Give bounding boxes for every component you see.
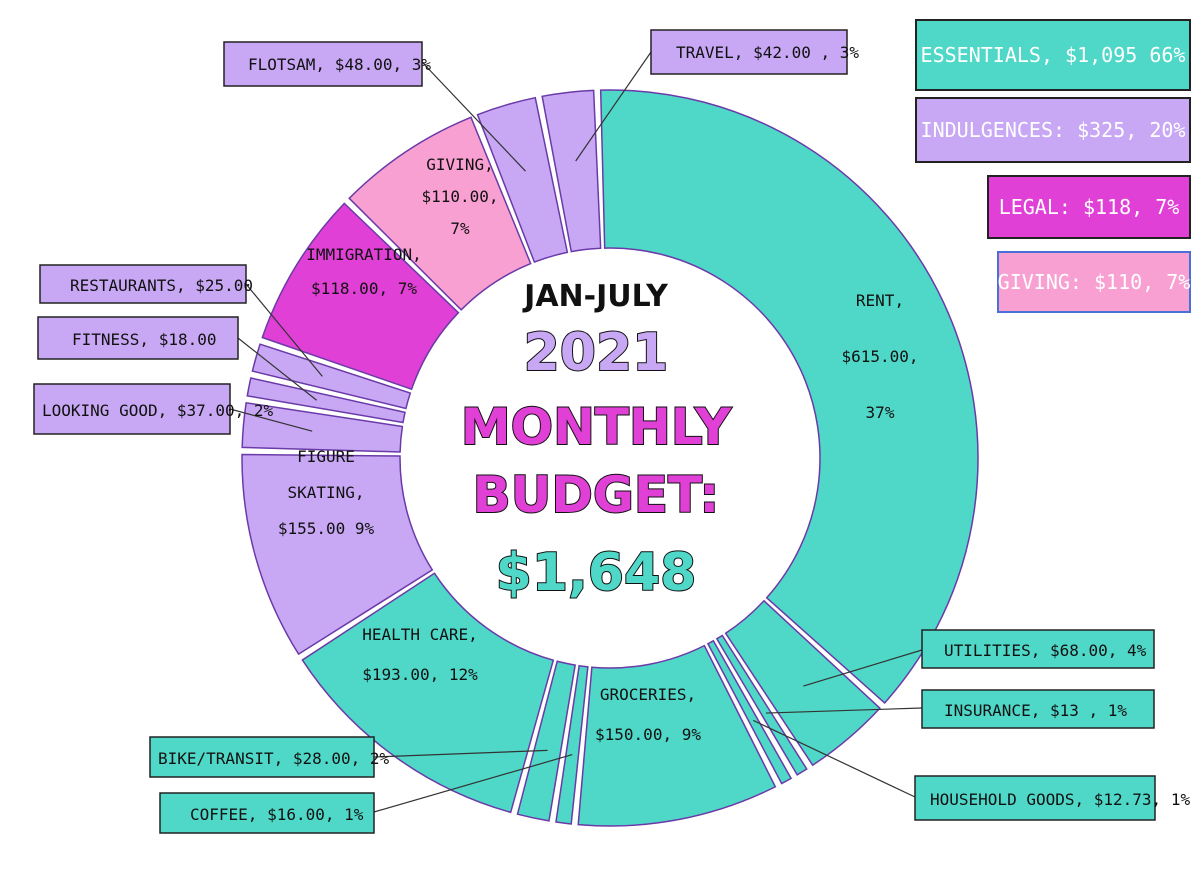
leader-line-utilities (803, 649, 923, 687)
inner-label-immigration: IMMIGRATION, $118.00, 7% (306, 245, 422, 298)
callout-label-travel: TRAVEL, $42.00 , 3% (676, 43, 859, 62)
inner-label-line: IMMIGRATION, (306, 245, 422, 264)
callout-box-coffee (159, 792, 375, 834)
callout-labels: UTILITIES, $68.00, 4% INSURANCE, $13 , 1%… (33, 29, 1190, 834)
center-title: JAN-JULY 2021 MONTHLY BUDGET: $1,648 (460, 279, 733, 604)
inner-label-line: HEALTH CARE, (362, 625, 478, 644)
slice-coffee (555, 664, 589, 825)
leader-lines (229, 51, 923, 813)
slice-restaurants (251, 343, 412, 410)
inner-label-health-care: HEALTH CARE, $193.00, 12% (362, 625, 478, 684)
callout-box-insurance (921, 689, 1155, 729)
inner-slice-labels: RENT, $615.00, 37% GROCERIES, $150.00, 9% HEA… (278, 155, 919, 744)
slice-looking-good (241, 401, 404, 453)
center-line-3: MONTHLY (461, 398, 732, 456)
callout-label-restaurants: RESTAURANTS, $25.00 (70, 276, 253, 295)
callout-box-travel (650, 29, 848, 75)
slice-travel (541, 89, 602, 253)
inner-label-line: FIGURE (297, 447, 355, 466)
leader-line-household-goods (753, 719, 916, 798)
donut-slices (241, 89, 979, 827)
summary-legend: ESSENTIALS, $1,095 66% INDULGENCES: $325,… (915, 19, 1191, 313)
slice-figure-skating (241, 453, 434, 656)
slice-household-goods (706, 639, 793, 785)
inner-label-line: $155.00 9% (278, 519, 375, 538)
inner-label-line: $193.00, 12% (362, 665, 478, 684)
inner-label-line: $110.00, (421, 187, 498, 206)
center-line-5: $1,648 (496, 543, 697, 603)
callout-label-bike-transit: BIKE/TRANSIT, $28.00, 2% (158, 749, 390, 768)
center-line-4: BUDGET: (473, 466, 720, 524)
slice-immigration (261, 202, 460, 391)
callout-label-coffee: COFFEE, $16.00, 1% (190, 805, 364, 824)
summary-box-indulgences (915, 97, 1191, 163)
summary-box-giving (997, 251, 1191, 313)
callout-box-fitness (37, 316, 239, 360)
summary-label-essentials: ESSENTIALS, $1,095 66% (921, 43, 1186, 67)
summary-box-legal (987, 175, 1191, 239)
inner-label-figure-skating: FIGURE SKATING, $155.00 9% (278, 447, 375, 538)
inner-label-line: GROCERIES, (600, 685, 696, 704)
callout-box-bike-transit (149, 736, 375, 778)
inner-label-groceries: GROCERIES, $150.00, 9% (595, 685, 701, 744)
inner-label-line: SKATING, (287, 483, 364, 502)
callout-label-insurance: INSURANCE, $13 , 1% (944, 701, 1127, 720)
center-line-1: JAN-JULY (522, 279, 669, 314)
slice-flotsam (476, 96, 569, 264)
slice-insurance (715, 634, 808, 776)
callout-box-flotsam (223, 41, 423, 87)
leader-line-coffee (373, 754, 573, 813)
callout-box-restaurants (39, 264, 247, 304)
leader-line-bike-transit (373, 749, 548, 758)
inner-label-giving: GIVING, $110.00, 7% (421, 155, 498, 238)
callout-label-fitness: FITNESS, $18.00 (72, 330, 217, 349)
callout-box-household-goods (914, 775, 1156, 821)
inner-label-line: $150.00, 9% (595, 725, 701, 744)
slice-rent (599, 89, 979, 705)
inner-label-line: RENT, (856, 291, 904, 310)
leader-line-insurance (765, 707, 923, 714)
callout-label-flotsam: FLOTSAM, $48.00, 3% (248, 55, 431, 74)
leader-line-travel (575, 51, 652, 162)
callout-label-household-goods: HOUSEHOLD GOODS, $12.73, 1% (930, 790, 1190, 809)
leader-line-fitness (237, 337, 318, 401)
inner-label-line: $118.00, 7% (311, 279, 417, 298)
inner-label-line: $615.00, (841, 347, 918, 366)
callout-label-looking-good: LOOKING GOOD, $37.00, 2% (42, 401, 274, 420)
inner-label-line: 7% (450, 219, 470, 238)
summary-label-giving: GIVING: $110, 7% (998, 270, 1191, 294)
inner-label-line: GIVING, (426, 155, 493, 174)
leader-line-looking-good (229, 408, 313, 432)
leader-line-flotsam (421, 61, 526, 172)
inner-label-rent: RENT, $615.00, 37% (841, 291, 918, 422)
center-line-2: 2021 (524, 323, 669, 383)
slice-giving (348, 116, 532, 311)
callout-box-utilities (921, 629, 1155, 669)
slice-groceries (577, 644, 777, 827)
inner-label-line: 37% (866, 403, 895, 422)
slice-bike-transit (516, 660, 577, 822)
summary-box-essentials (915, 19, 1191, 91)
leader-line-restaurants (245, 283, 323, 377)
summary-label-indulgences: INDULGENCES: $325, 20% (921, 118, 1186, 142)
summary-label-legal: LEGAL: $118, 7% (999, 195, 1180, 219)
callout-box-looking-good (33, 383, 231, 435)
slice-fitness (246, 377, 406, 424)
callout-label-utilities: UTILITIES, $68.00, 4% (944, 641, 1147, 660)
slice-utilities (724, 599, 881, 767)
